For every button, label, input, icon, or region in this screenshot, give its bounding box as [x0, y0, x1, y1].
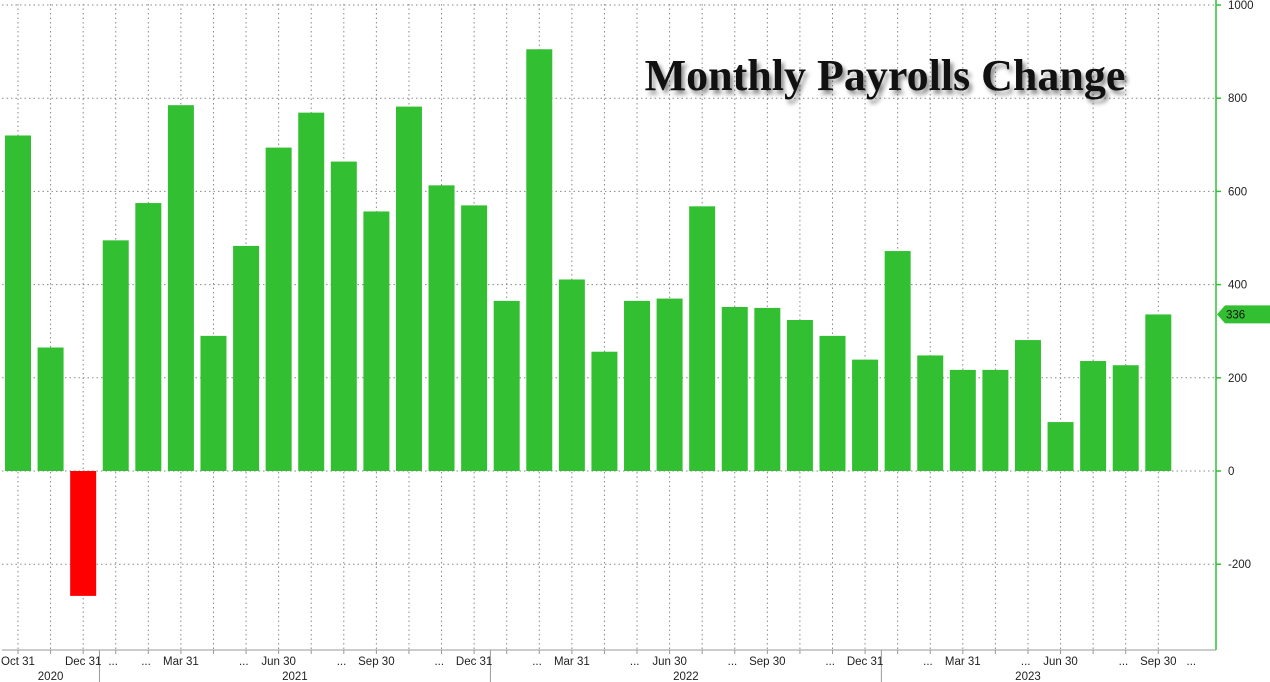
bars	[5, 49, 1172, 596]
bar	[102, 240, 129, 471]
x-tick-label: Dec 31	[847, 656, 883, 668]
y-tick-label: -200	[1228, 559, 1251, 571]
bar	[1112, 365, 1139, 471]
x-tick-ellipsis: ...	[108, 656, 118, 668]
bar	[526, 49, 553, 472]
bar	[819, 335, 846, 471]
bar	[884, 251, 911, 471]
bar	[624, 300, 651, 471]
x-tick-ellipsis: ...	[1021, 656, 1031, 668]
x-tick-label: Dec 31	[65, 656, 101, 668]
bar	[363, 211, 390, 472]
bar	[37, 347, 64, 471]
bar	[949, 369, 976, 471]
bar	[656, 298, 683, 471]
x-tick-ellipsis: ...	[1187, 656, 1197, 668]
last-value-label: 336	[1226, 309, 1245, 321]
y-tick-label: 1000	[1228, 0, 1254, 12]
bar	[298, 112, 325, 472]
bar	[200, 335, 227, 471]
x-tick-ellipsis: ...	[728, 656, 738, 668]
y-tick-label: 400	[1228, 280, 1247, 292]
x-tick-ellipsis: ...	[337, 656, 347, 668]
x-year-label: 2023	[1015, 671, 1041, 682]
bar	[1047, 422, 1074, 471]
bar	[233, 245, 260, 471]
bar	[265, 147, 292, 471]
bar	[330, 161, 357, 472]
x-tick-ellipsis: ...	[532, 656, 542, 668]
y-tick-label: 0	[1228, 466, 1234, 478]
bar	[428, 185, 455, 472]
bar	[852, 359, 879, 471]
bar	[70, 471, 97, 596]
x-tick-label: Dec 31	[456, 656, 492, 668]
bar	[786, 320, 813, 471]
x-tick-ellipsis: ...	[923, 656, 933, 668]
bar	[135, 203, 162, 472]
x-tick-ellipsis: ...	[1119, 656, 1129, 668]
bar	[1080, 361, 1107, 471]
last-value-marker	[1217, 305, 1270, 324]
x-year-label: 2021	[282, 671, 308, 682]
bar	[493, 300, 520, 471]
x-tick-label: Mar 31	[945, 656, 981, 668]
bar	[591, 351, 618, 471]
x-tick-label: Mar 31	[163, 656, 199, 668]
x-tick-label: Mar 31	[554, 656, 590, 668]
y-tick-label: 200	[1228, 373, 1247, 385]
x-tick-label: Sep 30	[358, 656, 394, 668]
x-tick-label: Jun 30	[652, 656, 687, 668]
x-tick-label: Jun 30	[261, 656, 296, 668]
x-tick-label: Sep 30	[1140, 656, 1176, 668]
bar	[1014, 340, 1041, 471]
bar	[558, 279, 585, 471]
x-tick-ellipsis: ...	[434, 656, 444, 668]
y-tick-label: 800	[1228, 93, 1247, 105]
bar	[754, 307, 781, 471]
x-tick-label: Oct 31	[1, 656, 35, 668]
y-tick-label: 600	[1228, 186, 1247, 198]
chart-title: Monthly Payrolls Change	[645, 51, 1126, 100]
x-year-label: 2020	[38, 671, 64, 682]
x-tick-ellipsis: ...	[630, 656, 640, 668]
bar	[689, 206, 716, 471]
x-tick-ellipsis: ...	[239, 656, 249, 668]
x-tick-label: Sep 30	[749, 656, 785, 668]
bar	[167, 105, 194, 471]
bar	[461, 205, 488, 471]
x-year-label: 2022	[673, 671, 699, 682]
bar	[721, 306, 748, 471]
bar	[395, 106, 422, 471]
x-tick-label: Jun 30	[1043, 656, 1078, 668]
x-tick-ellipsis: ...	[825, 656, 835, 668]
bar	[5, 135, 31, 472]
x-tick-ellipsis: ...	[141, 656, 151, 668]
bar	[917, 355, 944, 471]
bar	[982, 369, 1009, 471]
bar	[1145, 314, 1172, 471]
